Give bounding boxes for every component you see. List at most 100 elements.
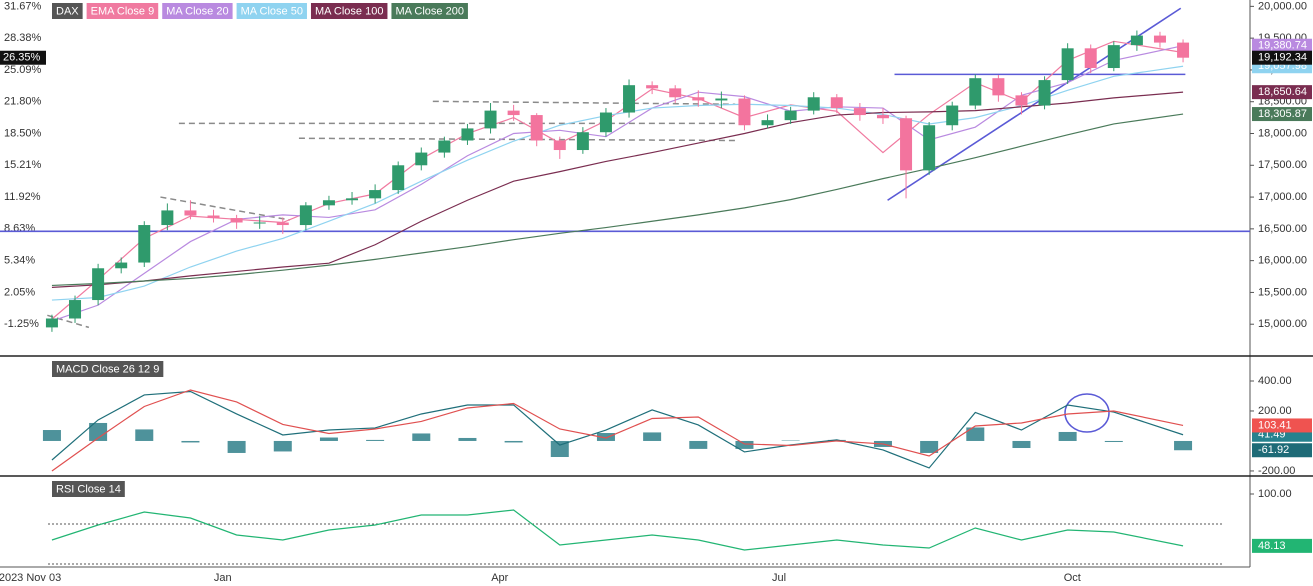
y2-tick-label: -1.25%: [4, 318, 39, 330]
indicator-line: [51, 509, 1184, 551]
panel-title: MACD Close 26 12 9: [56, 363, 159, 375]
candle-body: [669, 88, 682, 98]
percent-badge-label: 26.35%: [3, 52, 41, 64]
candle-body: [946, 105, 959, 126]
candle-body: [253, 222, 266, 224]
series-badge-bg: [1252, 443, 1312, 458]
candle-body: [1084, 48, 1097, 69]
y2-tick-label: 21.80%: [4, 96, 42, 108]
candle-body: [853, 108, 866, 116]
histogram-bar: [504, 440, 523, 443]
y-tick-label: 15,000.00: [1258, 318, 1307, 330]
candle-body: [992, 78, 1005, 96]
candle-body: [923, 125, 936, 171]
candle-body: [276, 222, 289, 226]
candle-body: [530, 115, 543, 141]
x-tick-label: Jul: [772, 572, 786, 584]
x-tick-label: Apr: [491, 572, 508, 584]
candle-body: [623, 85, 636, 113]
panel-title-bg: [52, 481, 125, 497]
candle-body: [900, 118, 913, 171]
y-tick-label: 16,500.00: [1258, 223, 1307, 235]
y-tick-label: 20,000.00: [1258, 0, 1307, 12]
candle-body: [1130, 35, 1143, 46]
legend-entry-bg: [391, 3, 468, 19]
y-tick-label: 17,500.00: [1258, 159, 1307, 171]
x-tick-label: Jan: [214, 572, 232, 584]
drawing-line: [432, 100, 736, 106]
y2-tick-label: 15.21%: [4, 159, 42, 171]
y-tick-label: 15,500.00: [1258, 286, 1307, 298]
candle-body: [830, 97, 843, 109]
y-tick-label: 18,000.00: [1258, 127, 1307, 139]
candle-body: [230, 218, 243, 223]
series-badge-bg: [1252, 38, 1312, 53]
histogram-bar: [89, 422, 108, 441]
series-badge-bg: [1252, 85, 1312, 100]
histogram-bar: [319, 437, 338, 441]
series-badge: 18,305.87: [1258, 108, 1307, 120]
legend-entry: MA Close 50: [241, 5, 303, 17]
candle-body: [461, 128, 474, 141]
legend-entry: MA Close 100: [315, 5, 383, 17]
indicator-line: [51, 91, 1184, 288]
candle-body: [346, 198, 359, 201]
candle-body: [207, 215, 220, 219]
candle-body: [45, 318, 58, 328]
histogram-bar: [227, 440, 246, 453]
histogram-bar: [689, 440, 708, 449]
y2-tick-label: 11.92%: [4, 191, 41, 203]
candle-body: [1177, 42, 1190, 58]
candle-body: [1153, 35, 1166, 43]
series-badge-bg: [1252, 538, 1312, 553]
series-badge: 48.13: [1258, 540, 1286, 552]
candle-body: [115, 262, 128, 269]
y2-tick-label: 28.38%: [4, 32, 42, 44]
candle-body: [599, 112, 612, 133]
legend-entry: MA Close 200: [395, 5, 463, 17]
drawing-line: [47, 314, 90, 329]
highlight-circle: [1064, 393, 1110, 433]
histogram-bar: [135, 429, 154, 441]
y-tick-label: 16,000.00: [1258, 255, 1307, 267]
candle-body: [553, 140, 566, 151]
legend-entry-bg: [310, 3, 388, 19]
candle-body: [1015, 95, 1028, 106]
histogram-bar: [366, 439, 385, 441]
panel-title: RSI Close 14: [56, 483, 121, 495]
drawing-line: [298, 137, 736, 142]
series-badge: 19,380.74: [1258, 40, 1307, 52]
candle-body: [69, 300, 82, 319]
legend-ticker: DAX: [56, 5, 79, 17]
y-tick-label: 200.00: [1258, 405, 1292, 417]
x-tick-label: Oct: [1064, 572, 1081, 584]
histogram-bar: [550, 440, 569, 458]
candle-body: [738, 98, 751, 126]
candle-body: [484, 110, 497, 129]
indicator-line: [51, 113, 1184, 287]
histogram-bar: [1058, 431, 1077, 441]
x-tick-label: 2023 Nov 03: [0, 572, 61, 584]
histogram-bar: [273, 440, 292, 452]
y2-tick-label: 31.67%: [4, 0, 42, 12]
indicator-line: [51, 389, 1184, 472]
price-badge-bg: [1252, 50, 1312, 65]
y2-tick-label: 25.09%: [4, 64, 42, 76]
y2-tick-label: 18.50%: [4, 127, 42, 139]
candle-body: [369, 190, 382, 199]
histogram-bar: [42, 430, 61, 441]
drawing-line: [160, 196, 290, 221]
series-badge: 18,650.64: [1258, 86, 1307, 98]
y-tick-label: 400.00: [1258, 375, 1292, 387]
candle-body: [1061, 48, 1074, 81]
legend-entry: MA Close 20: [166, 5, 228, 17]
histogram-bar: [1104, 440, 1123, 443]
legend-entry-bg: [236, 3, 307, 19]
indicator-line: [51, 390, 1184, 469]
histogram-bar: [643, 432, 662, 441]
candle-body: [299, 205, 312, 226]
y2-tick-label: 8.63%: [4, 223, 35, 235]
series-badge-bg: [1252, 418, 1312, 433]
